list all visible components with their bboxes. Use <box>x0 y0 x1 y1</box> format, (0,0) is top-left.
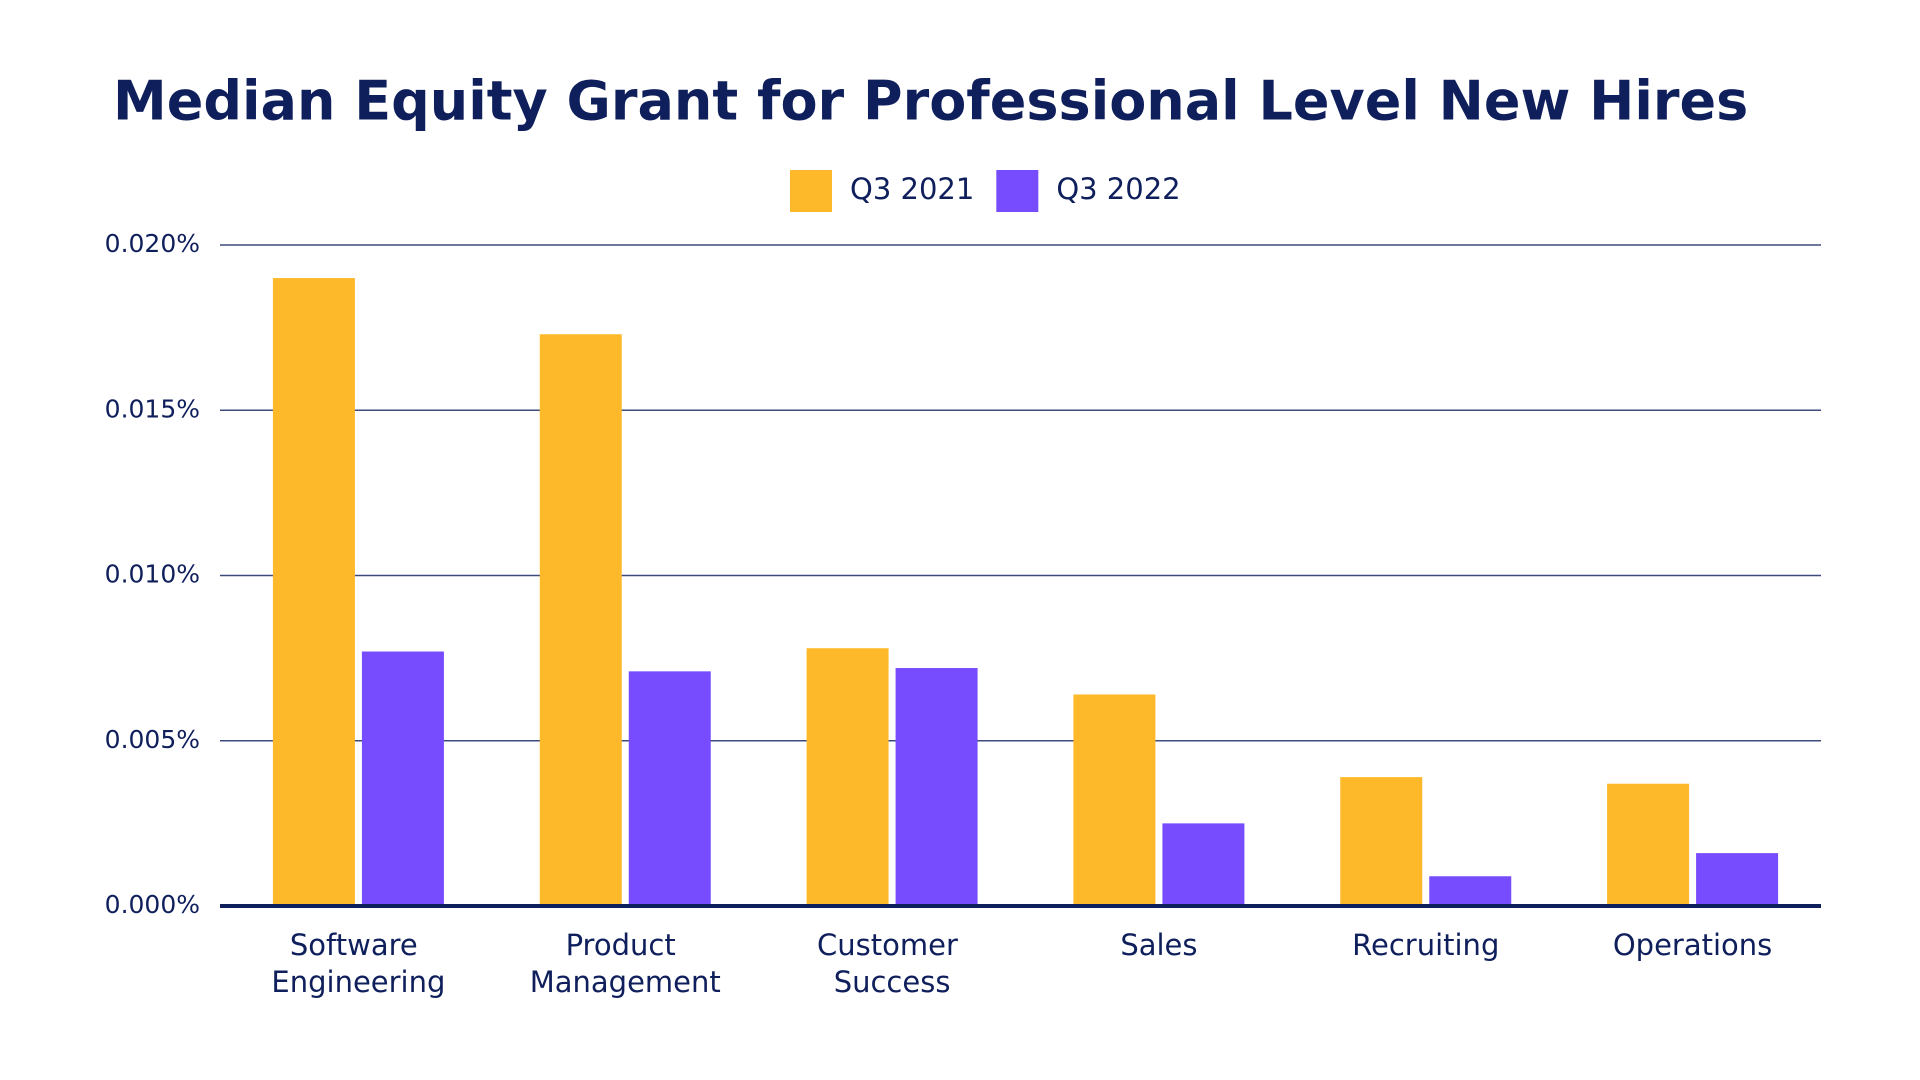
legend-swatch <box>790 170 832 212</box>
x-tick-label: Sales <box>1120 928 1197 962</box>
bar <box>1073 694 1156 906</box>
y-tick-label: 0.015% <box>105 394 200 423</box>
legend-label: Q3 2022 <box>1056 172 1180 206</box>
bar <box>1429 876 1512 906</box>
bar <box>628 671 711 906</box>
bar <box>1162 823 1245 906</box>
bar <box>806 648 889 906</box>
bar <box>539 334 622 906</box>
x-tick-label: Software Engineering <box>271 928 445 999</box>
y-tick-label: 0.020% <box>105 229 200 258</box>
bar <box>1607 783 1690 906</box>
x-tick-label: Customer Success <box>817 928 967 999</box>
bar <box>361 651 444 906</box>
y-tick-label: 0.005% <box>105 725 200 754</box>
legend-swatch <box>996 170 1039 212</box>
y-tick-label: 0.010% <box>105 560 200 589</box>
bar <box>895 668 978 906</box>
x-tick-label: Product Management <box>530 928 721 999</box>
bar <box>272 278 355 906</box>
bar <box>1340 777 1423 906</box>
bar <box>1696 853 1779 906</box>
x-tick-label: Recruiting <box>1352 928 1499 962</box>
chart-title: Median Equity Grant for Professional Lev… <box>113 70 1748 133</box>
x-tick-label: Operations <box>1613 928 1772 962</box>
legend-label: Q3 2021 <box>850 172 974 206</box>
y-tick-label: 0.000% <box>105 890 200 919</box>
